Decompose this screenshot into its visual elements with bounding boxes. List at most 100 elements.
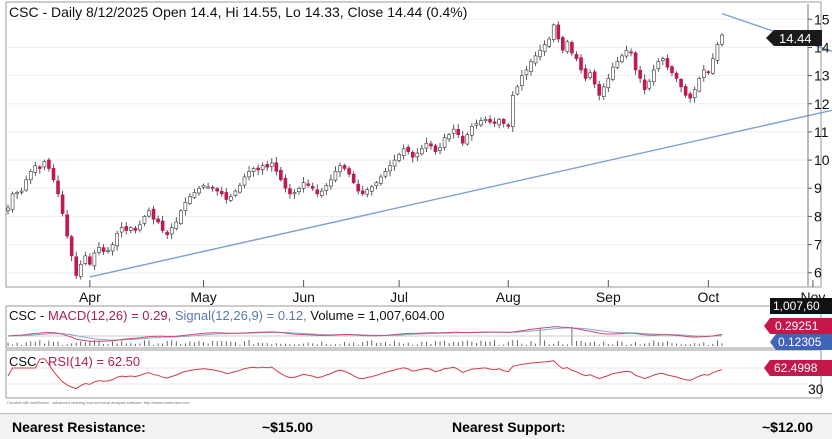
candle-body xyxy=(497,118,501,126)
y-tick-label: 11 xyxy=(814,124,829,140)
candle-body xyxy=(306,183,310,186)
candle-body xyxy=(347,168,351,175)
candle-body xyxy=(383,171,388,177)
candle-body xyxy=(533,55,538,64)
signal-label: Signal(12,26,9) = 0.12, xyxy=(175,308,307,323)
candle-body xyxy=(633,52,638,71)
candle-body xyxy=(324,185,329,191)
candle-body xyxy=(397,154,401,161)
candle-body xyxy=(488,118,492,123)
macd-label: MACD(12,26) = 0.29, xyxy=(48,308,171,323)
candle-body xyxy=(579,57,583,71)
candle-body xyxy=(78,263,83,277)
candle-body xyxy=(133,227,138,231)
candle-body xyxy=(420,148,424,155)
candle-body xyxy=(629,51,633,54)
candle-body xyxy=(119,227,124,233)
candle-body xyxy=(674,72,679,79)
candle-body xyxy=(206,186,210,189)
candle-body xyxy=(342,165,347,169)
y-tick-label: 9 xyxy=(814,180,822,196)
candle-body xyxy=(124,226,129,231)
candle-body xyxy=(692,89,697,98)
candle-body xyxy=(329,179,333,187)
volume-label: Volume = 1,007,604.00 xyxy=(310,308,444,323)
month-axis: AprMayJunJulAugSepOctNovDec xyxy=(79,280,825,305)
candle-body xyxy=(401,148,406,156)
candle-body xyxy=(520,75,524,87)
candle-body xyxy=(142,216,147,224)
candle-body xyxy=(242,176,247,186)
support-trendline xyxy=(89,109,832,278)
candle-body xyxy=(147,210,151,217)
candle-body xyxy=(224,192,229,200)
candle-body xyxy=(374,182,379,186)
candle-body xyxy=(656,61,661,70)
candle-body xyxy=(288,188,292,195)
candle-body xyxy=(24,179,28,191)
y-tick-label: 7 xyxy=(814,237,822,253)
candle-body xyxy=(706,71,711,74)
price-panel-frame xyxy=(5,1,822,288)
candle-body xyxy=(501,119,506,124)
candle-body xyxy=(6,207,10,212)
candle-body xyxy=(42,161,47,168)
candle-body xyxy=(174,221,179,229)
candle-body xyxy=(483,118,488,122)
candle-body xyxy=(474,123,479,126)
candlesticks xyxy=(6,21,724,280)
chart-header: CSC - Daily 8/12/2025 Open 14.4, Hi 14.5… xyxy=(9,4,467,20)
candle-body xyxy=(10,193,15,210)
y-tick-label: 8 xyxy=(814,208,822,224)
support-resistance-bar: Nearest Resistance: ~$15.00 Nearest Supp… xyxy=(0,413,832,439)
candle-body xyxy=(260,165,265,170)
candle-body xyxy=(65,214,69,237)
candle-body xyxy=(370,186,374,192)
volume-tag xyxy=(770,298,832,314)
y-tick-label: 13 xyxy=(814,68,830,84)
credit-text: Created with AmiBroker - advanced charti… xyxy=(7,400,190,405)
candle-body xyxy=(588,72,592,78)
resistance-value: ~$15.00 xyxy=(262,419,313,435)
x-tick-label: May xyxy=(190,289,216,305)
candle-body xyxy=(451,128,456,134)
support-value: ~$12.00 xyxy=(762,419,813,435)
candle-body xyxy=(247,171,251,178)
candle-body xyxy=(456,128,461,136)
candle-body xyxy=(138,224,142,231)
candle-body xyxy=(38,166,42,169)
candle-body xyxy=(547,38,551,47)
candle-body xyxy=(101,247,106,252)
candle-body xyxy=(83,255,88,264)
candle-body xyxy=(442,137,447,148)
candle-body xyxy=(15,192,19,195)
candle-body xyxy=(424,142,429,149)
candle-body xyxy=(165,231,169,236)
candle-body xyxy=(215,188,219,192)
last-price-tag-value: 14.44 xyxy=(779,31,812,46)
resistance-label: Nearest Resistance: xyxy=(12,419,146,435)
candle-body xyxy=(620,55,624,63)
candle-body xyxy=(74,256,79,276)
candle-body xyxy=(460,135,465,144)
candle-body xyxy=(556,24,561,40)
candle-body xyxy=(388,165,392,172)
candle-body xyxy=(47,159,51,169)
y-tick-label: 12 xyxy=(814,96,830,112)
rsi-tag xyxy=(764,360,832,376)
candle-body xyxy=(310,186,315,189)
rsi-axis-label: 30 xyxy=(808,381,824,397)
candle-body xyxy=(238,185,242,193)
candle-body xyxy=(506,124,511,127)
x-tick-label: Jun xyxy=(292,289,315,305)
candle-body xyxy=(592,71,597,85)
x-tick-label: Jul xyxy=(390,289,408,305)
candle-body xyxy=(597,83,602,96)
candle-body xyxy=(670,66,674,74)
candle-body xyxy=(433,145,438,152)
candle-body xyxy=(642,79,647,90)
candle-body xyxy=(192,192,197,198)
candle-body xyxy=(69,236,74,257)
candle-body xyxy=(611,66,615,80)
candle-body xyxy=(574,54,579,59)
